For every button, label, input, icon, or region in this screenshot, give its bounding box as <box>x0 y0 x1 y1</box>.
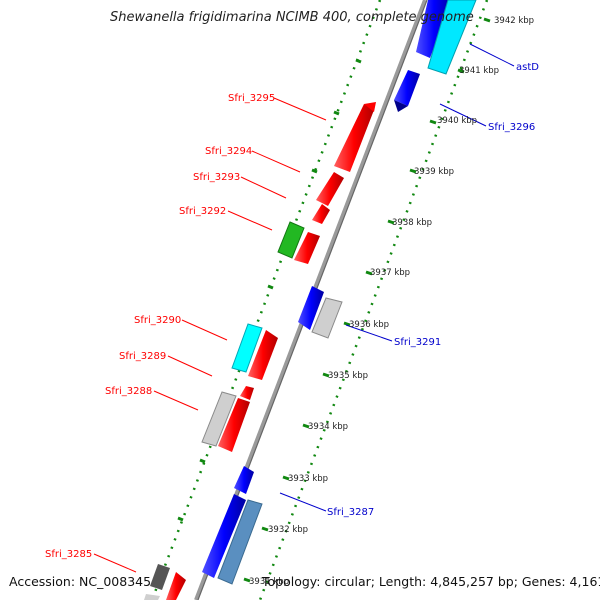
tick-label: 3938 kbp <box>392 218 432 228</box>
gene-label-sfri-3293[interactable]: Sfri_3293 <box>193 172 240 183</box>
gene-label-sfri-3295[interactable]: Sfri_3295 <box>228 93 275 104</box>
tick-label: 3942 kbp <box>494 16 534 26</box>
gene-label-sfri-3289[interactable]: Sfri_3289 <box>119 351 166 362</box>
tick-label: 3935 kbp <box>328 371 368 381</box>
gene-sfri-3292[interactable] <box>277 221 320 264</box>
gene-sfri-3290[interactable] <box>231 323 278 380</box>
gene-sfri-3296[interactable] <box>394 70 420 112</box>
tick-label: 3931 kbp <box>249 577 289 587</box>
gene-label-sfri-3291[interactable]: Sfri_3291 <box>394 337 441 348</box>
gene-label-sfri-3285[interactable]: Sfri_3285 <box>45 549 92 560</box>
tick-label: 3941 kbp <box>459 66 499 76</box>
gene-label-sfri-3287[interactable]: Sfri_3287 <box>327 507 374 518</box>
kbp-labels: 3942 kbp 3941 kbp 3940 kbp 3939 kbp 3938… <box>249 16 534 587</box>
genome-stats-label: Topology: circular; Length: 4,845,257 bp… <box>262 574 600 589</box>
tick-label: 3934 kbp <box>308 422 348 432</box>
gene-label-sfri-3294[interactable]: Sfri_3294 <box>205 146 252 157</box>
tick-label: 3932 kbp <box>268 525 308 535</box>
left-label-leaders <box>93 97 327 573</box>
gene-sfri-3288[interactable] <box>201 391 250 452</box>
gene-astd[interactable] <box>427 0 477 75</box>
map-title: Shewanella frigidimarina NCIMB 400, comp… <box>110 10 474 25</box>
gene-sfri-3287-small[interactable] <box>234 466 254 494</box>
gene-label-sfri-3292[interactable]: Sfri_3292 <box>179 206 226 217</box>
kbp-tick-marks <box>243 17 491 583</box>
tick-label: 3936 kbp <box>349 320 389 330</box>
gene-label-astd[interactable]: astD <box>516 62 539 73</box>
tick-label: 3940 kbp <box>437 116 477 126</box>
left-gene-labels: Sfri_3295 Sfri_3294 Sfri_3293 Sfri_3292 … <box>45 93 275 560</box>
gene-sfri-3291[interactable] <box>298 286 343 339</box>
right-label-leaders <box>279 43 515 512</box>
gene-sfri-3287[interactable] <box>202 494 263 585</box>
gene-sfri-3289[interactable] <box>240 386 254 400</box>
tick-label: 3937 kbp <box>370 268 410 278</box>
gene-label-sfri-3288[interactable]: Sfri_3288 <box>105 386 152 397</box>
gene-sfri-3295[interactable] <box>334 102 376 172</box>
gene-sfri-3297-top[interactable] <box>416 0 452 58</box>
gene-label-sfri-3296[interactable]: Sfri_3296 <box>488 122 535 133</box>
tick-label: 3933 kbp <box>288 474 328 484</box>
gene-sfri-3294[interactable] <box>316 172 344 206</box>
gene-sfri-3286[interactable] <box>144 564 186 600</box>
right-gene-labels: astD Sfri_3296 Sfri_3291 Sfri_3287 <box>327 62 539 518</box>
gene-label-sfri-3290[interactable]: Sfri_3290 <box>134 315 181 326</box>
tick-label: 3939 kbp <box>414 167 454 177</box>
accession-label: Accession: NC_008345 <box>9 574 152 589</box>
gene-sfri-3293[interactable] <box>312 204 330 224</box>
